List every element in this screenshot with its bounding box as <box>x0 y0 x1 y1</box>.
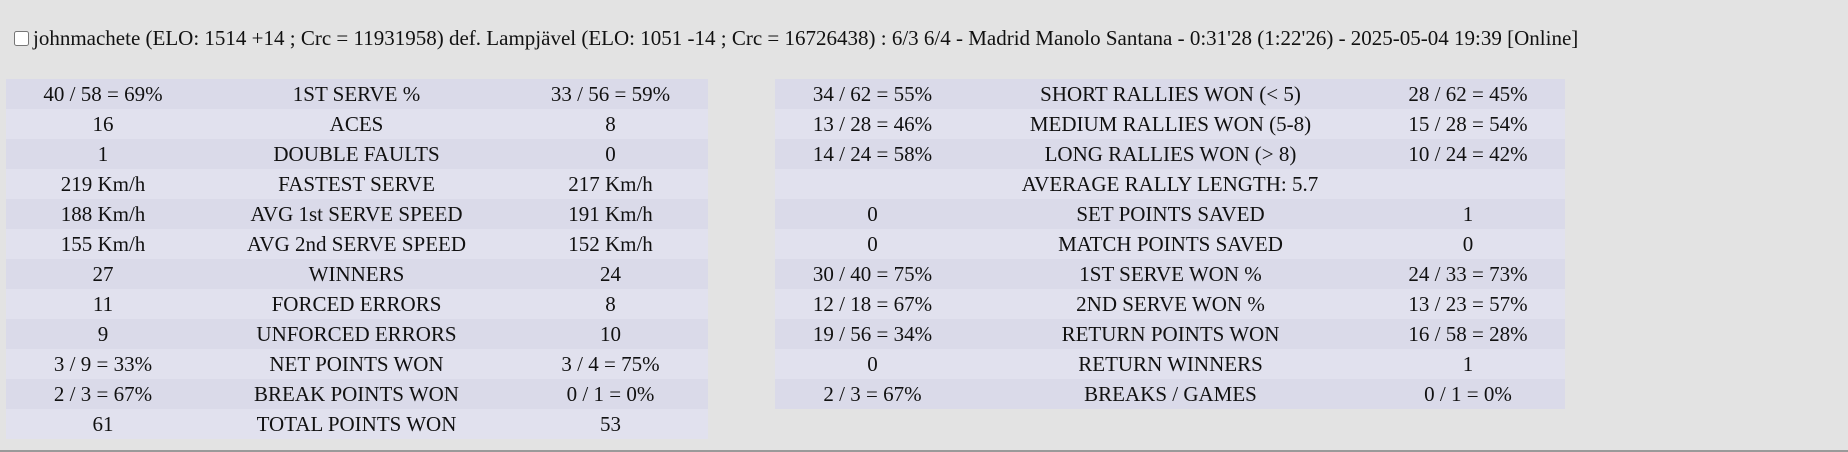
stat-row: 11 FORCED ERRORS 8 <box>6 289 708 319</box>
stat-row: 14 / 24 = 58% LONG RALLIES WON (> 8) 10 / … <box>775 139 1565 169</box>
stat-value: 40 / 58 = 69% <box>6 79 200 109</box>
stat-label: MEDIUM RALLIES WON (5-8) <box>970 109 1371 139</box>
stat-label: AVG 1st SERVE SPEED <box>200 199 513 229</box>
stat-value: 1 <box>6 139 200 169</box>
stat-value: 28 / 62 = 45% <box>1371 79 1565 109</box>
stat-row: 2 / 3 = 67% BREAKS / GAMES 0 / 1 = 0% <box>775 379 1565 409</box>
stats-table-left: 40 / 58 = 69% 1ST SERVE % 33 / 56 = 59% 16 A… <box>6 79 708 439</box>
stat-value: 34 / 62 = 55% <box>775 79 970 109</box>
match-summary: johnmachete (ELO: 1514 +14 ; Crc = 11931… <box>33 26 1579 50</box>
stat-value: 191 Km/h <box>513 199 708 229</box>
stat-row: 0 RETURN WINNERS 1 <box>775 349 1565 379</box>
stat-value: 1 <box>1371 199 1565 229</box>
match-header: johnmachete (ELO: 1514 +14 ; Crc = 11931… <box>12 26 1578 51</box>
stat-value: 8 <box>513 289 708 319</box>
stat-row: 0 SET POINTS SAVED 1 <box>775 199 1565 229</box>
stat-row: 0 MATCH POINTS SAVED 0 <box>775 229 1565 259</box>
stat-value: 10 / 24 = 42% <box>1371 139 1565 169</box>
stat-label: BREAKS / GAMES <box>970 379 1371 409</box>
stat-row: 2 / 3 = 67% BREAK POINTS WON 0 / 1 = 0% <box>6 379 708 409</box>
stats-table-right: 34 / 62 = 55% SHORT RALLIES WON (< 5) 28 /… <box>775 79 1565 409</box>
stat-value: 16 <box>6 109 200 139</box>
stat-row: 61 TOTAL POINTS WON 53 <box>6 409 708 439</box>
stat-label: RETURN POINTS WON <box>970 319 1371 349</box>
stat-value: 0 <box>775 199 970 229</box>
stat-label: FASTEST SERVE <box>200 169 513 199</box>
stat-row: 19 / 56 = 34% RETURN POINTS WON 16 / 58 = … <box>775 319 1565 349</box>
stat-value: 155 Km/h <box>6 229 200 259</box>
stat-label: RETURN WINNERS <box>970 349 1371 379</box>
stat-value: 16 / 58 = 28% <box>1371 319 1565 349</box>
stat-label: MATCH POINTS SAVED <box>970 229 1371 259</box>
stat-value: 217 Km/h <box>513 169 708 199</box>
stat-value: 0 / 1 = 0% <box>513 379 708 409</box>
stat-value: 152 Km/h <box>513 229 708 259</box>
stat-value: 0 / 1 = 0% <box>1371 379 1565 409</box>
stat-value: 13 / 23 = 57% <box>1371 289 1565 319</box>
stat-value: 13 / 28 = 46% <box>775 109 970 139</box>
stat-label: BREAK POINTS WON <box>200 379 513 409</box>
stat-value: 219 Km/h <box>6 169 200 199</box>
stat-value: 0 <box>513 139 708 169</box>
stat-value: 3 / 9 = 33% <box>6 349 200 379</box>
stat-value: 15 / 28 = 54% <box>1371 109 1565 139</box>
stat-value: 61 <box>6 409 200 439</box>
stat-value: 0 <box>775 229 970 259</box>
stat-value: 27 <box>6 259 200 289</box>
stat-label: NET POINTS WON <box>200 349 513 379</box>
stat-row: 219 Km/h FASTEST SERVE 217 Km/h <box>6 169 708 199</box>
stat-value: 188 Km/h <box>6 199 200 229</box>
stat-row: 30 / 40 = 75% 1ST SERVE WON % 24 / 33 = 73… <box>775 259 1565 289</box>
stat-label: SET POINTS SAVED <box>970 199 1371 229</box>
stat-row: 27 WINNERS 24 <box>6 259 708 289</box>
bottom-border <box>0 450 1848 452</box>
stat-value: 10 <box>513 319 708 349</box>
stat-value: 30 / 40 = 75% <box>775 259 970 289</box>
stat-label: WINNERS <box>200 259 513 289</box>
stat-label: AVG 2nd SERVE SPEED <box>200 229 513 259</box>
stat-value: 0 <box>775 349 970 379</box>
stat-value: 9 <box>6 319 200 349</box>
stat-row: 3 / 9 = 33% NET POINTS WON 3 / 4 = 75% <box>6 349 708 379</box>
stat-label: DOUBLE FAULTS <box>200 139 513 169</box>
stat-row: AVERAGE RALLY LENGTH: 5.7 <box>775 169 1565 199</box>
stat-row: 16 ACES 8 <box>6 109 708 139</box>
stat-row: 12 / 18 = 67% 2ND SERVE WON % 13 / 23 = 57… <box>775 289 1565 319</box>
stat-value: 1 <box>1371 349 1565 379</box>
stat-label: 1ST SERVE % <box>200 79 513 109</box>
stat-label: 2ND SERVE WON % <box>970 289 1371 319</box>
select-checkbox[interactable] <box>14 31 29 46</box>
stat-value: 2 / 3 = 67% <box>6 379 200 409</box>
stat-label: 1ST SERVE WON % <box>970 259 1371 289</box>
stat-label: SHORT RALLIES WON (< 5) <box>970 79 1371 109</box>
stat-value: 11 <box>6 289 200 319</box>
stat-label: FORCED ERRORS <box>200 289 513 319</box>
stat-label: ACES <box>200 109 513 139</box>
stat-row: 40 / 58 = 69% 1ST SERVE % 33 / 56 = 59% <box>6 79 708 109</box>
stat-value: 2 / 3 = 67% <box>775 379 970 409</box>
stat-row: 188 Km/h AVG 1st SERVE SPEED 191 Km/h <box>6 199 708 229</box>
stat-value: 14 / 24 = 58% <box>775 139 970 169</box>
stat-label: LONG RALLIES WON (> 8) <box>970 139 1371 169</box>
stat-row: 34 / 62 = 55% SHORT RALLIES WON (< 5) 28 /… <box>775 79 1565 109</box>
stat-summary: AVERAGE RALLY LENGTH: 5.7 <box>775 169 1565 199</box>
stat-row: 9 UNFORCED ERRORS 10 <box>6 319 708 349</box>
stat-value: 0 <box>1371 229 1565 259</box>
stat-row: 155 Km/h AVG 2nd SERVE SPEED 152 Km/h <box>6 229 708 259</box>
stat-value: 19 / 56 = 34% <box>775 319 970 349</box>
stat-value: 33 / 56 = 59% <box>513 79 708 109</box>
stat-row: 1 DOUBLE FAULTS 0 <box>6 139 708 169</box>
stat-value: 12 / 18 = 67% <box>775 289 970 319</box>
stat-row: 13 / 28 = 46% MEDIUM RALLIES WON (5-8) 15 … <box>775 109 1565 139</box>
stat-value: 53 <box>513 409 708 439</box>
stat-value: 3 / 4 = 75% <box>513 349 708 379</box>
stat-value: 8 <box>513 109 708 139</box>
stat-label: TOTAL POINTS WON <box>200 409 513 439</box>
stat-value: 24 / 33 = 73% <box>1371 259 1565 289</box>
stat-value: 24 <box>513 259 708 289</box>
stat-label: UNFORCED ERRORS <box>200 319 513 349</box>
